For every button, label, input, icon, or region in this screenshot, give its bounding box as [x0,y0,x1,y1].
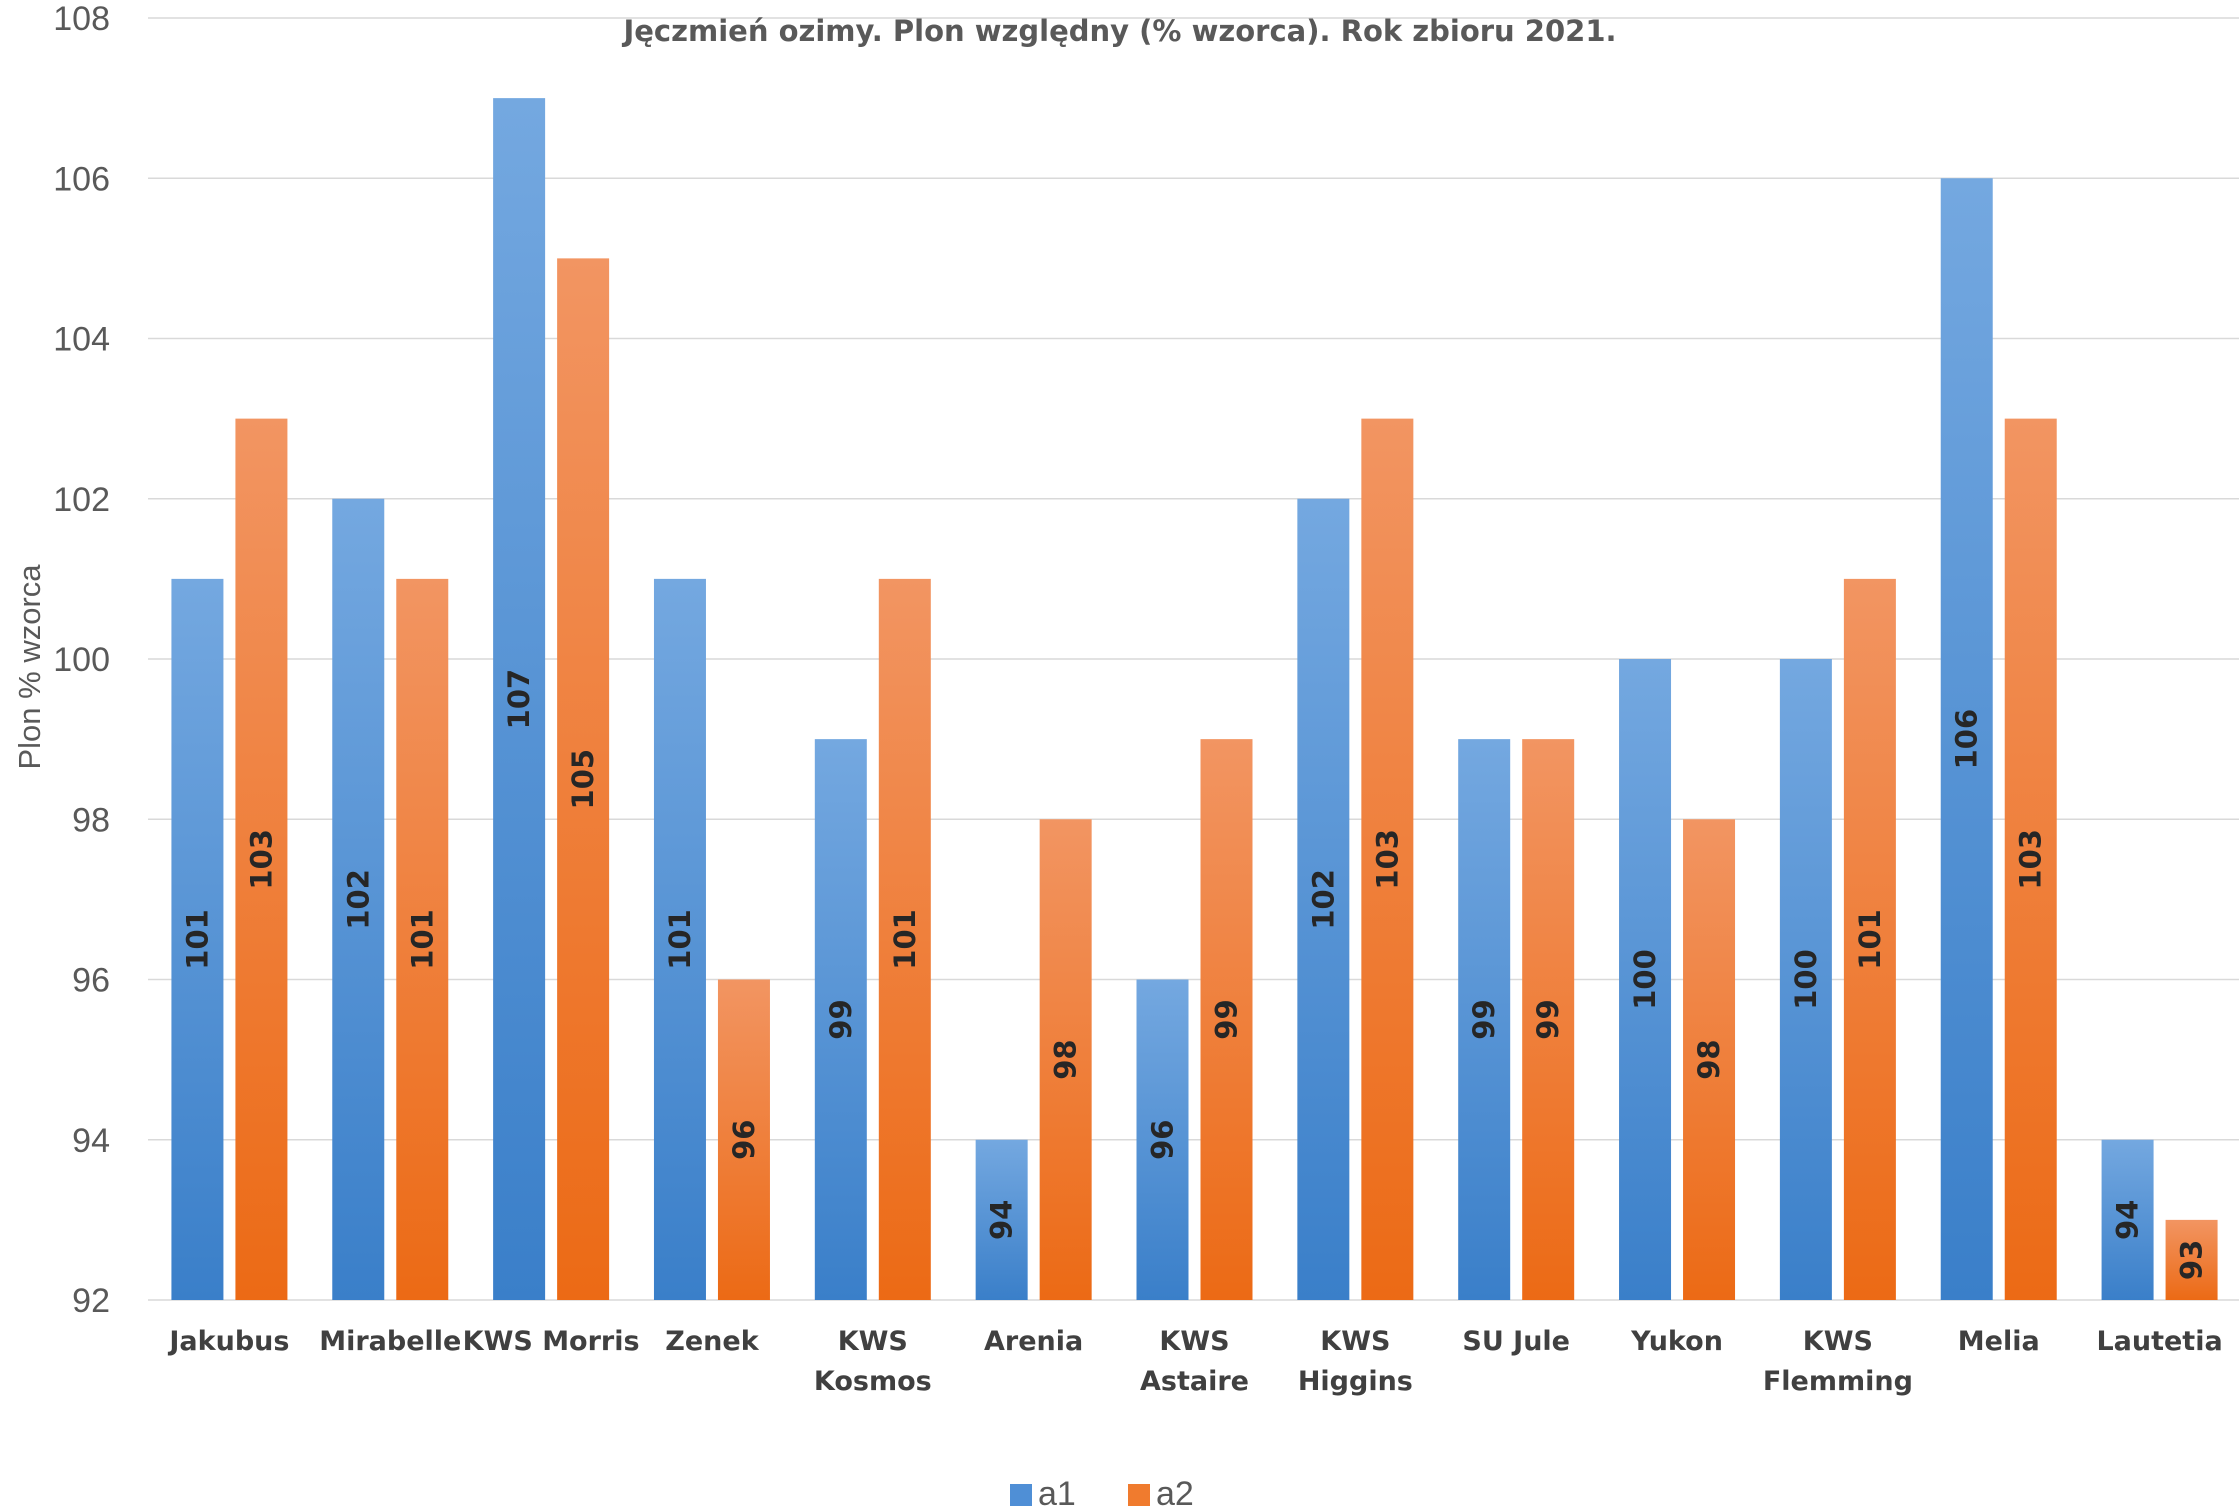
bar-a1 [1136,979,1189,1300]
data-label-a2: 98 [1049,1039,1083,1079]
bar-a1 [1779,659,1832,1300]
y-axis-label: Plon % wzorca [12,564,47,770]
y-tick-label: 98 [72,801,110,839]
bar-a1 [1297,498,1350,1300]
bar-a2 [396,578,449,1300]
x-category-label: Jakubus [167,1326,289,1357]
x-category-label: Lautetia [2096,1326,2222,1357]
y-tick-label: 104 [53,321,110,359]
bar-a2 [878,578,931,1300]
bar-a2 [1039,819,1092,1300]
data-label-a2: 99 [1531,999,1565,1039]
bar-a1 [493,98,546,1300]
y-axis-ticks: 92 94 96 98 100 102 104 106 108 [53,0,110,1320]
legend-label-a1: a1 [1038,1475,1076,1512]
bar-a2 [1361,418,1414,1300]
legend-label-a2: a2 [1156,1475,1194,1512]
data-label-a1: 100 [1789,949,1823,1010]
y-tick-label: 94 [72,1122,110,1160]
data-label-a1: 100 [1628,949,1662,1010]
x-category-label: KWS Higgins [1298,1326,1413,1397]
bar-a2 [1683,819,1736,1300]
chart-title: Jęczmień ozimy. Plon względny (% wzorca)… [621,14,1616,48]
y-tick-label: 102 [53,481,110,519]
data-label-a1: 99 [824,999,858,1039]
x-axis-categories: Jakubus Mirabelle KWS Morris Zenek KWS Kosmos… [167,1326,2222,1397]
data-label-a2: 103 [244,829,278,890]
y-tick-label: 108 [53,0,110,38]
bar-a1 [171,578,224,1300]
data-label-a2: 96 [727,1120,761,1160]
data-label-a2: 98 [1692,1039,1726,1079]
x-category-label: SU Jule [1462,1326,1570,1357]
bar-a2 [1843,578,1896,1300]
data-label-a2: 101 [1853,909,1887,970]
x-category-label: Zenek [665,1326,759,1357]
data-label-a2: 101 [888,909,922,970]
gridlines [148,17,2239,1301]
y-tick-label: 92 [72,1282,110,1320]
data-label-a1: 102 [1306,869,1340,930]
bar-a2 [235,418,288,1300]
bar-a2 [2004,418,2057,1300]
data-label-a1: 101 [663,909,697,970]
bars [171,98,2218,1300]
x-category-label: KWS Astaire [1140,1326,1249,1397]
bar-a1 [1940,178,1993,1300]
data-label-a1: 107 [502,669,536,730]
data-label-a1: 94 [985,1200,1019,1240]
data-label-a1: 101 [180,909,214,970]
bar-a1 [975,1139,1028,1300]
x-category-label: Arenia [984,1326,1083,1357]
data-label-a2: 105 [566,749,600,810]
bar-a2 [2165,1219,2218,1300]
x-category-label: Melia [1958,1326,2040,1357]
data-label-a1: 94 [2111,1200,2145,1240]
data-label-a2: 93 [2175,1240,2209,1280]
data-label-a1: 99 [1467,999,1501,1039]
data-label-a2: 99 [1210,999,1244,1039]
x-category-label: KWS Morris [463,1326,640,1357]
y-tick-label: 106 [53,160,110,198]
legend: a1 a2 [1010,1475,1194,1512]
y-tick-label: 100 [53,641,110,679]
x-category-label: KWS Kosmos [814,1326,932,1397]
bar-a1 [814,739,867,1300]
data-label-a1: 96 [1146,1120,1180,1160]
data-label-a2: 103 [2014,829,2048,890]
legend-swatch-a1 [1010,1484,1032,1506]
x-category-label: KWS Flemming [1763,1326,1913,1397]
data-label-a2: 103 [1370,829,1404,890]
bar-a2 [717,979,770,1300]
data-label-a1: 102 [341,869,375,930]
y-tick-label: 96 [72,962,110,1000]
bar-a2 [1200,739,1253,1300]
bar-a2 [557,258,610,1300]
x-category-label: Yukon [1630,1326,1723,1357]
bar-a1 [332,498,385,1300]
bar-a1 [653,578,706,1300]
data-label-a1: 106 [1950,709,1984,770]
bar-a2 [1522,739,1575,1300]
data-label-a2: 101 [405,909,439,970]
x-category-label: Mirabelle [319,1326,461,1357]
bar-a1 [2101,1139,2154,1300]
bar-a1 [1619,659,1672,1300]
data-labels: 101 103 102 101 107 105 101 96 99 101 94 98 96 99 102 1… [180,669,2208,1280]
legend-swatch-a2 [1128,1484,1150,1506]
bar-a1 [1458,739,1511,1300]
